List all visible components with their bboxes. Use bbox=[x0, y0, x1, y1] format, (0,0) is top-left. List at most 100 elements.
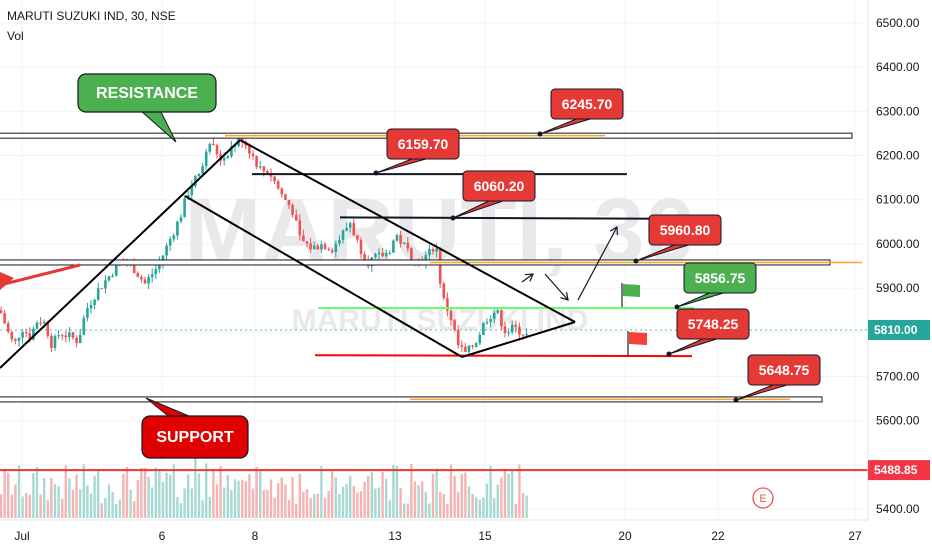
volume-bar bbox=[507, 473, 510, 518]
rising-trendline-lower bbox=[461, 321, 576, 358]
candle-body bbox=[338, 239, 341, 244]
candle-body bbox=[233, 145, 237, 147]
low-line-badge bbox=[868, 460, 930, 481]
candle-body bbox=[32, 328, 35, 340]
candle-body bbox=[114, 263, 118, 276]
volume-bar bbox=[237, 480, 240, 518]
volume-bar bbox=[118, 499, 121, 518]
volume-bar bbox=[208, 496, 211, 518]
volume-bar bbox=[457, 492, 460, 518]
volume-bar bbox=[525, 495, 528, 518]
candle-body bbox=[406, 242, 410, 249]
candle-body bbox=[136, 273, 140, 277]
candle-body bbox=[269, 174, 273, 177]
candle-body bbox=[442, 283, 446, 299]
volume-bar bbox=[140, 467, 143, 518]
volume-bar bbox=[496, 484, 499, 518]
volume-bar bbox=[183, 488, 186, 518]
candle-body bbox=[179, 217, 183, 222]
volume-bar bbox=[388, 500, 391, 518]
volume-bar bbox=[449, 464, 453, 518]
volume-bar bbox=[385, 478, 388, 518]
callout-6245.70-box bbox=[550, 88, 624, 120]
volume-bar bbox=[302, 491, 305, 518]
candle-body bbox=[363, 254, 366, 261]
volume-bar bbox=[79, 489, 82, 518]
candle-body bbox=[525, 334, 528, 336]
candle-body bbox=[183, 198, 186, 218]
callout-5748.25-dot bbox=[666, 351, 672, 357]
volume-bar bbox=[320, 466, 323, 518]
watermark-small: MARUTI SUZUKI IND bbox=[292, 304, 589, 337]
candle-body bbox=[352, 223, 356, 236]
callout-5748.25: 5748.25 bbox=[666, 308, 750, 357]
y-tick-label: 6200.00 bbox=[876, 149, 920, 163]
volume-bar bbox=[169, 475, 172, 518]
volume-bar bbox=[226, 475, 229, 518]
resistance-box bbox=[77, 73, 217, 113]
callout-6245.70-text: 6245.70 bbox=[562, 96, 613, 112]
candle-body bbox=[431, 248, 435, 252]
volume-bar bbox=[359, 491, 363, 518]
volume-bar bbox=[338, 493, 341, 518]
volume-bar bbox=[518, 464, 521, 518]
volume-bar bbox=[115, 503, 118, 518]
volume-bar bbox=[129, 489, 132, 518]
volume-bar bbox=[125, 466, 129, 518]
candle-body bbox=[176, 221, 179, 236]
volume-bar bbox=[352, 485, 355, 518]
candle-body bbox=[402, 242, 406, 244]
resistance-label: RESISTANCE bbox=[77, 73, 217, 143]
volume-bar bbox=[413, 481, 417, 518]
y-tick-label: 5400.00 bbox=[876, 502, 920, 516]
candle-body bbox=[251, 153, 255, 157]
volume-bar bbox=[82, 464, 85, 518]
callout-5856.75-text: 5856.75 bbox=[695, 270, 746, 286]
arrow-3 bbox=[577, 226, 618, 301]
volume-bar bbox=[89, 493, 93, 518]
candle-body bbox=[345, 227, 348, 231]
candle-body bbox=[453, 320, 456, 330]
candle-body bbox=[75, 337, 78, 344]
candle-body bbox=[518, 326, 521, 335]
candle-body bbox=[456, 329, 460, 346]
candle-body bbox=[39, 322, 42, 324]
x-tick-label: 13 bbox=[388, 529, 402, 543]
x-tick-label: Jul bbox=[14, 529, 29, 543]
candle-body bbox=[82, 317, 86, 335]
candle-body bbox=[280, 188, 284, 195]
x-tick-label: 8 bbox=[252, 529, 259, 543]
volume-bar bbox=[377, 487, 381, 518]
volume-bar bbox=[179, 503, 183, 518]
volume-bar bbox=[475, 497, 478, 518]
candle-body bbox=[165, 245, 168, 256]
candle-body bbox=[294, 214, 298, 221]
volume-bar bbox=[446, 503, 449, 518]
volume-bar bbox=[75, 474, 78, 518]
candle-body bbox=[132, 263, 136, 274]
volume-bar bbox=[154, 467, 157, 518]
arrow-3-head bbox=[609, 225, 619, 236]
candle-body bbox=[514, 324, 518, 327]
candle-body bbox=[17, 337, 21, 341]
volume-bar bbox=[266, 489, 269, 518]
volume-bar bbox=[370, 472, 373, 518]
candle-body bbox=[10, 331, 14, 340]
volume-bar bbox=[244, 481, 247, 518]
volume-bar bbox=[248, 474, 251, 518]
symbol-title: MARUTI SUZUKI IND, 30, NSE bbox=[7, 9, 176, 23]
volume-bar bbox=[61, 498, 64, 518]
candle-body bbox=[24, 332, 28, 334]
volume-bar bbox=[259, 469, 262, 518]
volume-bar bbox=[478, 499, 481, 518]
volume-bar bbox=[345, 484, 348, 518]
candle-body bbox=[53, 336, 57, 349]
candle-body bbox=[140, 276, 143, 280]
candle-body bbox=[248, 145, 251, 154]
candle-body bbox=[158, 262, 161, 270]
volume-bar bbox=[53, 484, 57, 518]
candle-body bbox=[496, 310, 500, 313]
candle-body bbox=[262, 166, 266, 172]
y-tick-label: 5600.00 bbox=[876, 414, 920, 428]
